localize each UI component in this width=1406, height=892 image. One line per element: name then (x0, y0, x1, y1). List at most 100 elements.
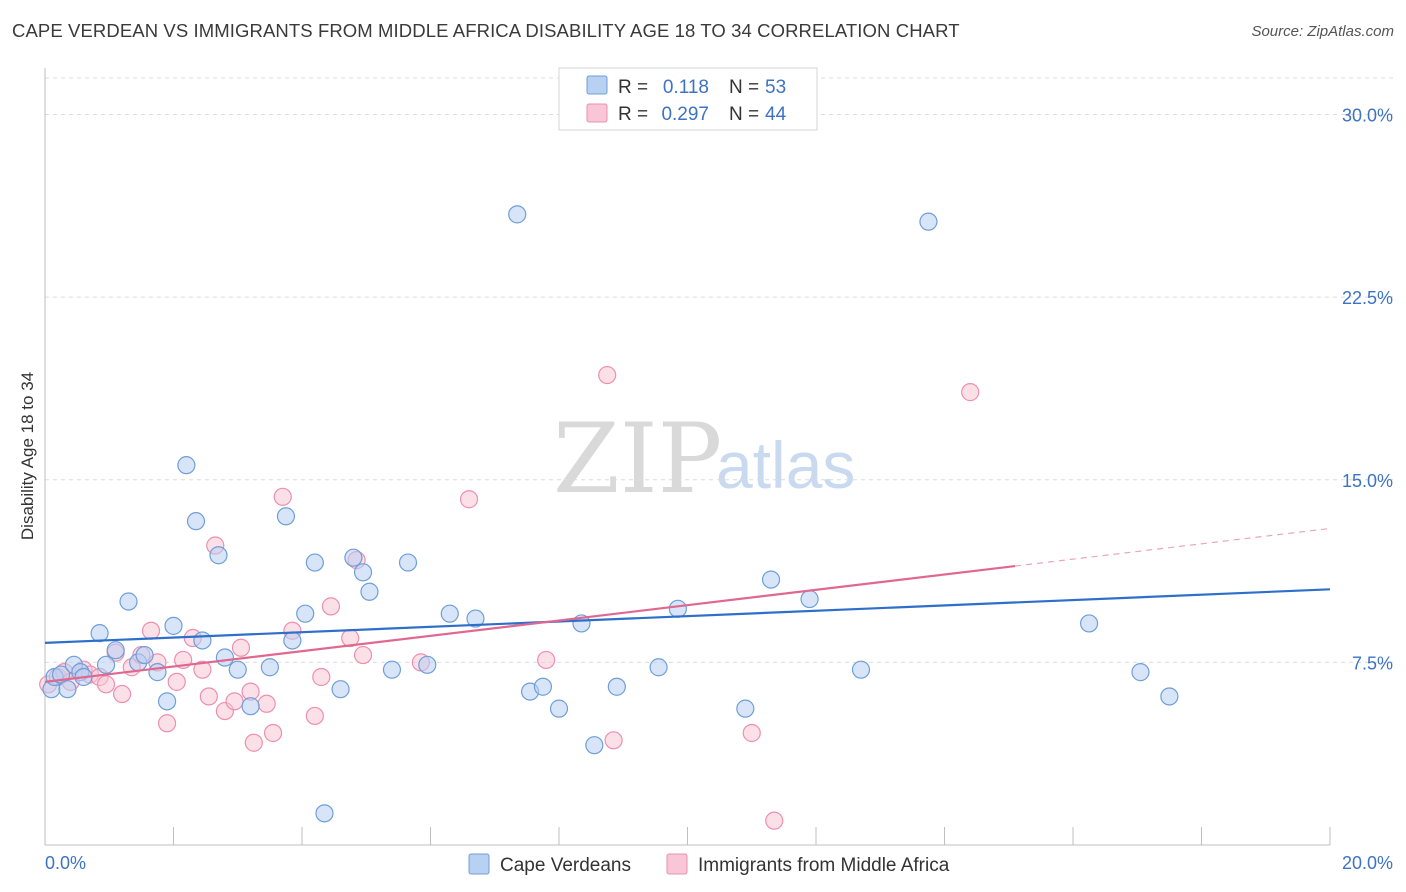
cape-verdean-point (533, 677, 553, 696)
series-legend-label-blue: Cape Verdeans (500, 855, 631, 876)
cape-verdean-point (186, 512, 206, 531)
legend-swatch-pink (586, 103, 608, 123)
cape-verdean-point (58, 680, 77, 699)
cape-verdean-point (305, 553, 324, 572)
watermark-zip: ZIP (553, 403, 722, 515)
middle-africa-point (742, 723, 761, 743)
middle-africa-point (244, 733, 263, 752)
data-points (39, 205, 1179, 830)
cape-verdean-point (1131, 663, 1150, 682)
cape-verdean-point (668, 599, 687, 618)
middle-africa-point (231, 638, 251, 657)
chart-title: CAPE VERDEAN VS IMMIGRANTS FROM MIDDLE A… (12, 20, 960, 41)
cape-verdean-point (353, 563, 373, 582)
cape-verdean-point (331, 680, 350, 699)
cape-verdean-point (466, 609, 485, 628)
middle-africa-point (537, 650, 556, 670)
middle-africa-point (765, 811, 784, 830)
cape-verdean-point (440, 604, 459, 623)
cape-verdean-point (382, 660, 402, 679)
cape-verdean-point (90, 624, 109, 643)
middle-africa-point (321, 597, 341, 616)
y-tick-labels: 7.5% 15.0% 22.5% 30.0% (1342, 106, 1393, 674)
cape-verdean-point (418, 655, 437, 674)
legend-n-label-2: N = (729, 104, 759, 125)
cape-verdean-point (1079, 614, 1099, 633)
cape-verdean-point (344, 548, 363, 567)
legend-r-value-1: 0.118 (663, 77, 709, 98)
middle-africa-point (273, 487, 292, 506)
cape-verdean-point (508, 205, 527, 224)
cape-verdean-point (398, 553, 418, 572)
cape-verdean-point (193, 631, 212, 650)
cape-verdean-point (228, 660, 247, 679)
cape-verdean-point (800, 589, 819, 609)
watermark: ZIP atlas (553, 403, 855, 515)
cape-verdean-point (135, 645, 154, 665)
cape-verdean-point (209, 546, 228, 565)
y-tick-label: 30.0% (1342, 106, 1393, 126)
cape-verdean-point (96, 655, 116, 674)
cape-verdean-point (1160, 687, 1179, 706)
middle-africa-point (263, 723, 283, 743)
legend-r-value-2: 0.297 (661, 104, 709, 125)
cape-verdean-point (607, 677, 626, 696)
middle-africa-point (353, 645, 373, 665)
cape-verdean-point (119, 592, 138, 611)
cape-verdean-point (157, 692, 177, 711)
series-legend: Cape Verdeans Immigrants from Middle Afr… (468, 853, 950, 876)
middle-africa-point (305, 706, 324, 726)
middle-africa-point (312, 667, 331, 687)
cape-verdean-point (296, 604, 315, 623)
cape-verdean-point (241, 697, 260, 716)
middle-africa-point (225, 692, 244, 711)
legend-n-label-1: N = (729, 77, 759, 98)
cape-verdean-point (549, 699, 569, 718)
legend-r-label-1: R = (618, 77, 648, 98)
middle-africa-point (193, 660, 212, 679)
middle-africa-point (112, 684, 132, 704)
cape-verdean-point (585, 736, 604, 755)
legend-n-value-2: 44 (765, 104, 787, 125)
series-legend-label-pink: Immigrants from Middle Africa (698, 855, 950, 876)
cape-verdean-point (260, 658, 279, 677)
x-tick-label-max: 20.0% (1342, 853, 1393, 873)
middle-africa-point (157, 714, 177, 733)
cape-verdean-point (736, 699, 755, 718)
legend-r-label-2: R = (618, 104, 648, 125)
cape-verdean-point (761, 570, 781, 589)
middle-africa-trend-extension (1015, 527, 1331, 567)
middle-africa-point (257, 694, 276, 713)
y-axis-label: Disability Age 18 to 34 (18, 372, 37, 540)
series-legend-swatch-pink (666, 853, 688, 875)
middle-africa-point (598, 365, 617, 385)
middle-africa-trend-line (44, 564, 1016, 683)
cape-verdean-trend-line (44, 588, 1331, 645)
cape-verdean-point (919, 212, 938, 231)
middle-africa-point (141, 621, 161, 640)
cape-verdean-point (215, 648, 234, 667)
middle-africa-point (961, 383, 980, 402)
watermark-atlas: atlas (716, 428, 855, 502)
cape-verdean-point (315, 804, 334, 823)
cape-verdean-point (283, 631, 302, 650)
middle-africa-point (199, 687, 218, 706)
y-tick-label: 7.5% (1352, 653, 1393, 673)
cape-verdean-point (360, 582, 379, 601)
y-tick-label: 15.0% (1342, 471, 1393, 491)
cape-verdean-point (164, 616, 183, 635)
legend: R = 0.118 N = 53 R = 0.297 N = 44 (558, 67, 818, 131)
middle-africa-point (96, 675, 116, 694)
middle-africa-point (459, 490, 479, 509)
cape-verdean-point (106, 641, 125, 660)
x-ticks (44, 827, 1331, 845)
gridlines (45, 77, 1393, 663)
middle-africa-point (167, 672, 186, 691)
y-tick-label: 22.5% (1342, 288, 1393, 308)
source-note: Source: ZipAtlas.com (1251, 23, 1394, 40)
series-legend-swatch-blue (468, 853, 490, 875)
cape-verdean-point (851, 660, 871, 679)
middle-africa-point (604, 731, 623, 750)
legend-swatch-blue (586, 75, 608, 95)
